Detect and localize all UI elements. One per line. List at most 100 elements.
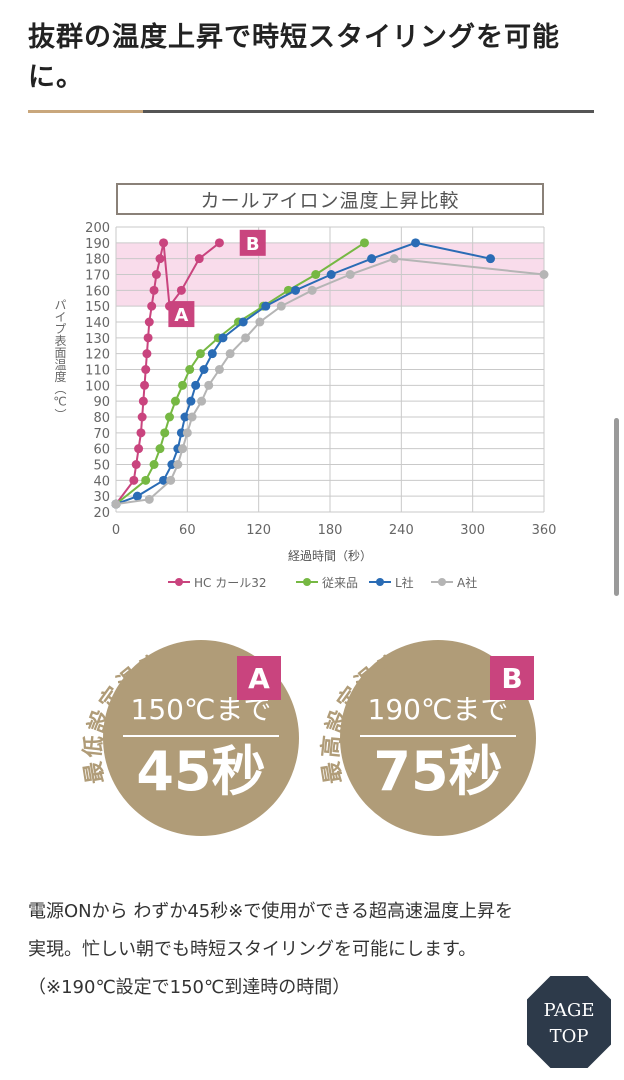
heading-rule-accent (28, 110, 143, 113)
series-point-3 (182, 428, 192, 438)
series-point-2 (199, 365, 209, 374)
series-point-3 (389, 254, 399, 264)
temperature-chart: 2030405060708090100110120130140150160170… (53, 221, 556, 590)
annotation-box-A (168, 301, 195, 328)
series-point-0 (142, 349, 152, 359)
legend-label-0: HC カール32 (194, 576, 267, 590)
y-tick-label: 100 (85, 379, 110, 394)
description-line-1: 電源ONから わずか45秒※で使用ができる超高速温度上昇を (28, 901, 513, 922)
series-point-0 (147, 301, 157, 311)
series-point-1 (311, 270, 321, 279)
description: 電源ONから わずか45秒※で使用ができる超高速温度上昇を 実現。忙しい朝でも時… (28, 893, 598, 1007)
series-point-0 (214, 238, 224, 248)
y-tick-label: 50 (93, 459, 110, 474)
svg-text:最高設定温度: 最高設定温度 (318, 649, 406, 786)
y-tick-label: 40 (93, 474, 110, 489)
y-tick-label: 110 (85, 364, 110, 379)
series-point-2 (180, 412, 190, 422)
page-heading: 抜群の温度上昇で時短スタイリングを可能に。 (28, 22, 560, 93)
svg-text:最低設定温度: 最低設定温度 (80, 649, 167, 786)
legend-marker-2 (376, 578, 384, 586)
series-point-1 (178, 380, 188, 390)
series-point-2 (207, 349, 217, 359)
series-point-1 (195, 349, 205, 359)
series-point-1 (359, 238, 369, 248)
series-point-3 (144, 494, 154, 504)
series-point-3 (166, 475, 176, 485)
series-point-1 (141, 475, 151, 485)
series-point-1 (155, 444, 165, 454)
series-point-1 (149, 460, 159, 469)
series-point-2 (238, 317, 248, 327)
badge-a-letter: A (237, 656, 281, 700)
series-point-2 (367, 254, 377, 264)
series-point-0 (159, 238, 169, 248)
series-point-3 (241, 333, 251, 343)
series-point-0 (151, 270, 161, 279)
series-point-3 (345, 270, 355, 279)
series-point-0 (144, 317, 154, 327)
series-point-2 (261, 301, 271, 311)
badge-b-divider (360, 735, 516, 737)
series-point-3 (178, 444, 188, 454)
series-point-0 (194, 254, 204, 264)
legend-label-2: L社 (395, 575, 414, 590)
x-axis-label: 経過時間（秒） (288, 549, 372, 563)
y-tick-label: 140 (85, 316, 110, 331)
y-tick-label: 150 (85, 300, 110, 315)
y-tick-label: 170 (85, 269, 110, 284)
y-tick-label: 60 (93, 443, 110, 458)
series-point-2 (411, 238, 421, 248)
series-point-2 (326, 270, 336, 279)
badge-a-arc-text: 最低設定温度 (80, 649, 165, 786)
series-point-3 (539, 270, 549, 279)
series-line-1 (115, 241, 366, 505)
series-point-3 (225, 349, 235, 359)
series-point-2 (218, 333, 228, 343)
series-point-0 (129, 475, 139, 485)
y-tick-label: 130 (85, 332, 110, 347)
legend-label-1: 従来品 (322, 576, 358, 590)
series-point-2 (191, 380, 201, 390)
annotation-box-B (239, 229, 266, 256)
x-tick-label: 180 (318, 523, 343, 538)
octagon-shape (525, 974, 613, 1070)
series-point-0 (143, 333, 153, 343)
y-tick-label: 30 (93, 490, 110, 505)
series-point-0 (141, 365, 151, 374)
series-point-3 (173, 460, 183, 469)
badge-a-seconds: 45秒 (136, 740, 266, 803)
series-point-0 (137, 412, 147, 422)
series-point-0 (155, 254, 165, 264)
y-tick-label: 180 (85, 253, 110, 268)
y-tick-label: 70 (93, 427, 110, 442)
page-top-button[interactable]: PAGE TOP (524, 973, 614, 1071)
badge-a-arc-label: 最低設定温度 (80, 649, 167, 786)
description-line-2: 実現。忙しい朝でも時短スタイリングを可能にします。 (28, 939, 477, 960)
y-tick-label: 20 (93, 506, 110, 521)
series-point-0 (149, 285, 159, 295)
series-point-0 (136, 428, 146, 438)
series-point-2 (132, 491, 142, 501)
series-point-1 (165, 412, 174, 422)
series-point-3 (255, 317, 265, 327)
badge-b-target: 190℃まで (367, 693, 509, 726)
page-top-label-2: TOP (549, 1026, 589, 1047)
scrollbar-thumb[interactable] (614, 418, 619, 596)
series-point-3 (276, 301, 286, 311)
series-point-0 (134, 444, 144, 454)
x-tick-label: 240 (389, 523, 414, 538)
series-point-3 (111, 499, 121, 509)
y-tick-label: 160 (85, 284, 110, 299)
annotation-label-B: B (246, 234, 260, 255)
legend-marker-0 (175, 578, 183, 586)
series-point-1 (185, 365, 195, 374)
badge-b-seconds: 75秒 (373, 740, 503, 803)
series-point-2 (486, 254, 495, 264)
y-axis-label: パイプ表面温度（℃） (53, 298, 67, 420)
legend-marker-1 (303, 578, 311, 586)
series-point-2 (186, 396, 196, 406)
y-tick-label: 120 (85, 348, 110, 363)
legend-label-3: A社 (457, 575, 477, 590)
x-tick-label: 300 (460, 523, 485, 538)
